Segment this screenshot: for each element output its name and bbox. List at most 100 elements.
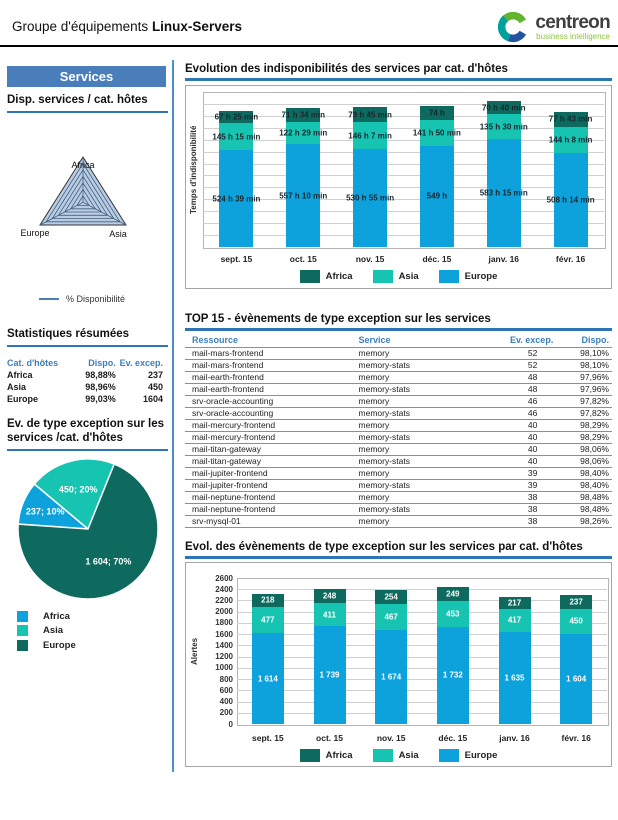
legend-label: Asia [398, 271, 419, 282]
legend-swatch [17, 625, 28, 636]
bar-value-label: 74 h [428, 108, 445, 118]
stats-row: Asia 98,96% 450 [7, 381, 167, 393]
stats-cell: 98,96% [85, 382, 116, 392]
stats-cell: Europe [7, 394, 39, 404]
bar-segment [286, 121, 321, 145]
table-cell: 40 [527, 444, 538, 454]
pie-slice-label: 450; 20% [59, 485, 98, 495]
legend-label: Europe [464, 271, 498, 282]
bar-segment [353, 107, 388, 123]
legend-item: Africa [17, 609, 76, 623]
bar-segment [553, 112, 588, 127]
bar-value-label: 135 h 30 min [479, 122, 528, 132]
radar-legend: % Disponibilité [39, 294, 125, 304]
legend-label: Asia [398, 750, 419, 761]
gridline [203, 151, 604, 153]
table-row: mail-neptune-frontend memory-stats 38 98,48… [185, 504, 612, 516]
group-name: Linux-Servers [151, 19, 242, 34]
bar-value-label: 508 h 14 min [546, 195, 595, 205]
table-cell: 97,96% [580, 384, 609, 394]
pie-title-line1: Ev. de type exception sur les [7, 418, 165, 430]
table-row: mail-earth-frontend memory 48 97,96% [185, 372, 612, 384]
radar-axis-label: Europe [20, 228, 49, 238]
gridline [237, 634, 607, 636]
centreon-logo: centreon business intelligence [496, 10, 611, 44]
table-row: mail-mars-frontend memory 52 98,10% [185, 348, 612, 360]
table-cell: memory [358, 420, 390, 430]
table-header-row: Ressource Service Ev. excep. Dispo. [185, 334, 612, 348]
radar-axis-label: Africa [71, 160, 94, 170]
y-axis-tick: 2000 [215, 607, 233, 617]
y-axis-tick: 200 [219, 708, 233, 718]
gridline [203, 115, 604, 117]
bar-value-label: 79 h 45 min [348, 110, 392, 120]
legend-swatch [372, 270, 393, 283]
table-cell: 52 [527, 348, 538, 358]
table-cell: 38 [527, 504, 538, 514]
pie-slice-label: 237; 10% [26, 507, 65, 517]
bar-value-label: 71 h 34 min [281, 110, 326, 120]
bar-segment [498, 608, 531, 633]
bar-value-label: 1 604 [566, 674, 587, 684]
legend-swatch [299, 749, 320, 762]
pie-chart: 237; 10% 450; 20% 1 604; 70% [17, 458, 159, 600]
legend-label: Africa [325, 750, 353, 761]
pie-slice-label: 1 604; 70% [85, 557, 131, 567]
bar-value-label: 583 h 15 min [479, 188, 528, 198]
bar-segment [419, 119, 454, 146]
table-cell: 98,40% [580, 468, 609, 478]
gridline [237, 645, 607, 647]
stats-cell: 1604 [142, 394, 163, 404]
radar-spoke [82, 201, 127, 226]
gridline [203, 187, 604, 189]
y-axis-tick: 0 [228, 719, 233, 729]
bar-segment [219, 123, 254, 151]
table-cell: memory [358, 372, 390, 382]
table-cell: 97,82% [580, 396, 609, 406]
bar-segment [286, 144, 321, 247]
header-rule [0, 45, 618, 47]
table-cell: 46 [527, 408, 538, 418]
sidebar-divider [172, 60, 174, 772]
centreon-logo-icon [498, 11, 527, 43]
gridline [203, 199, 604, 201]
radar-ring [63, 182, 103, 213]
table-cell: 48 [527, 384, 538, 394]
table-cell: srv-mysql-01 [192, 516, 241, 526]
table-cell: 97,82% [580, 408, 609, 418]
legend-swatch [17, 610, 28, 622]
table-cell: memory-stats [358, 360, 410, 370]
bar-segment [498, 632, 531, 724]
bar-segment [486, 101, 521, 115]
bar-value-label: 249 [446, 589, 460, 599]
x-axis-label: déc. 15 [438, 733, 468, 743]
gridline [237, 679, 607, 681]
stats-cell: Africa [7, 370, 33, 380]
logo-name: centreon [535, 12, 610, 33]
table-cell: mail-titan-gateway [192, 456, 261, 466]
radar-ring [57, 175, 109, 216]
stats-header-row: Cat. d'hôtes Dispo. Ev. excep. [7, 357, 167, 369]
table-cell: 98,48% [580, 492, 609, 502]
bar-value-label: 67 h 25 min [214, 112, 259, 122]
y-axis-tick: 600 [219, 685, 233, 695]
y-axis-tick: 1400 [215, 640, 233, 650]
table-cell: 39 [527, 468, 538, 478]
gridline [203, 163, 604, 165]
pie-title-line2: services /cat. d'hôtes [7, 431, 123, 444]
bar-value-label: 237 [569, 597, 583, 607]
bar-value-label: 530 h 55 min [346, 193, 395, 203]
legend-item: Africa [299, 270, 353, 283]
radar-ring [51, 169, 115, 219]
bar-value-label: 141 h 50 min [412, 128, 461, 138]
gridline [203, 175, 604, 177]
gridline [237, 611, 607, 613]
y-axis-tick: 2200 [215, 595, 233, 605]
legend-label: Africa [325, 271, 353, 282]
bar-segment [219, 150, 254, 247]
x-axis-label: sept. 15 [220, 254, 253, 264]
y-axis-title: Temps d'indisponibilité [189, 125, 198, 214]
legend-item: Asia [17, 624, 76, 638]
bar-segment [486, 114, 521, 140]
table-cell: memory-stats [358, 432, 410, 442]
